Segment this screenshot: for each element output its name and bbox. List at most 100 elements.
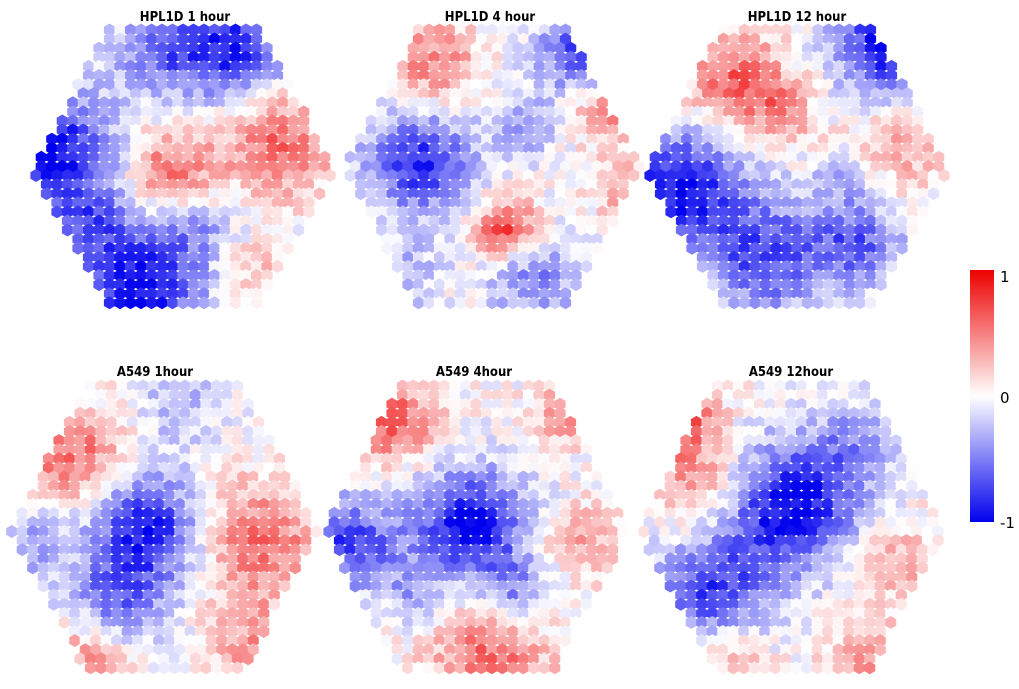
som-hex-cell	[853, 616, 865, 629]
som-hex-cell	[702, 141, 714, 155]
som-hex-cell	[832, 452, 844, 466]
som-hex-cell	[163, 597, 175, 611]
som-hex-cell	[433, 634, 445, 648]
som-hex-cell	[690, 425, 703, 438]
som-hex-cell	[849, 123, 861, 137]
som-hex-cell	[114, 32, 126, 46]
som-hex-cell	[376, 187, 388, 201]
som-hex-cell	[256, 159, 268, 173]
som-hex-cell	[381, 515, 393, 529]
som-hex-cell	[444, 470, 456, 484]
som-hex-cell	[544, 178, 556, 191]
som-hex-cell	[292, 169, 305, 182]
som-hex-cell	[289, 552, 301, 566]
som-hex-cell	[231, 379, 244, 393]
som-hex-cell	[195, 561, 207, 575]
som-hex-cell	[465, 241, 477, 255]
som-hex-cell	[738, 187, 751, 201]
som-hex-cell	[559, 561, 571, 575]
som-hex-cell	[816, 434, 829, 447]
som-hex-cell	[240, 269, 252, 282]
som-hex-cell	[116, 415, 128, 429]
som-hex-cell	[896, 205, 908, 219]
som-hex-cell	[402, 479, 414, 493]
som-hex-cell	[765, 141, 777, 155]
som-hex-cell	[512, 388, 524, 402]
som-hex-cell	[916, 543, 928, 557]
som-hex-cell	[433, 470, 445, 484]
som-hex-cell	[402, 250, 414, 264]
som-hex-cell	[502, 50, 514, 64]
som-hex-cell	[743, 415, 755, 429]
som-hex-cell	[675, 579, 687, 593]
som-hex-cell	[811, 616, 823, 629]
som-hex-cell	[402, 241, 414, 255]
som-hex-cell	[142, 588, 154, 602]
som-hex-cell	[580, 506, 592, 520]
som-hex-cell	[722, 525, 734, 538]
som-hex-cell	[205, 606, 217, 620]
som-hex-cell	[837, 425, 850, 438]
som-hex-cell	[486, 652, 498, 666]
som-hex-cell	[69, 534, 81, 547]
som-hex-cell	[423, 652, 435, 666]
som-hex-cell	[774, 406, 787, 420]
som-hex-cell	[308, 150, 320, 164]
som-hex-cell	[486, 232, 498, 246]
som-hex-cell	[145, 269, 158, 282]
som-hex-cell	[664, 570, 676, 584]
som-hex-cell	[481, 87, 493, 101]
som-hex-cell	[119, 105, 131, 119]
som-hex-cell	[205, 579, 217, 593]
som-hex-cell	[135, 241, 147, 255]
som-hex-cell	[822, 205, 835, 219]
som-hex-cell	[187, 23, 200, 37]
som-hex-cell	[27, 534, 39, 547]
som-hex-cell	[496, 479, 508, 493]
som-hex-cell	[517, 506, 529, 520]
som-hex-cell	[754, 105, 766, 119]
som-hex-cell	[880, 96, 892, 110]
som-hex-cell	[780, 652, 792, 666]
som-hex-cell	[82, 214, 95, 228]
som-hex-cell	[843, 278, 856, 292]
som-hex-cell	[37, 561, 49, 575]
som-hex-cell	[16, 534, 28, 547]
som-hex-cell	[896, 78, 908, 91]
som-hex-cell	[258, 506, 270, 520]
som-hex-cell	[544, 96, 556, 110]
som-hex-cell	[522, 406, 535, 420]
som-hex-cell	[543, 415, 556, 429]
som-hex-cell	[475, 452, 487, 466]
som-hex-cell	[132, 515, 144, 529]
som-hex-cell	[833, 223, 845, 237]
som-hex-cell	[231, 425, 244, 438]
som-hex-cell	[391, 241, 404, 255]
som-hex-cell	[812, 250, 824, 264]
som-hex-cell	[486, 497, 498, 511]
som-hex-cell	[570, 260, 582, 273]
som-hex-cell	[156, 205, 168, 219]
som-hex-cell	[549, 561, 561, 575]
som-hex-cell	[111, 643, 123, 657]
som-hex-cell	[549, 260, 561, 273]
som-hex-cell	[780, 579, 792, 593]
som-hex-cell	[843, 269, 856, 282]
som-hex-cell	[103, 32, 116, 46]
som-hex-cell	[517, 625, 529, 638]
som-hex-cell	[166, 296, 179, 310]
som-hex-cell	[460, 205, 472, 219]
som-hex-cell	[208, 50, 221, 64]
som-hex-cell	[402, 159, 414, 173]
som-hex-cell	[832, 643, 844, 657]
som-hex-cell	[184, 643, 196, 657]
som-hex-cell	[126, 397, 139, 411]
som-hex-cell	[559, 588, 571, 602]
som-hex-cell	[770, 196, 782, 210]
som-hex-cell	[250, 32, 263, 46]
som-hex-cell	[559, 497, 571, 511]
som-hex-cell	[607, 214, 619, 228]
som-hex-cell	[816, 415, 829, 429]
som-hex-cell	[402, 616, 414, 629]
som-hex-cell	[145, 196, 158, 210]
